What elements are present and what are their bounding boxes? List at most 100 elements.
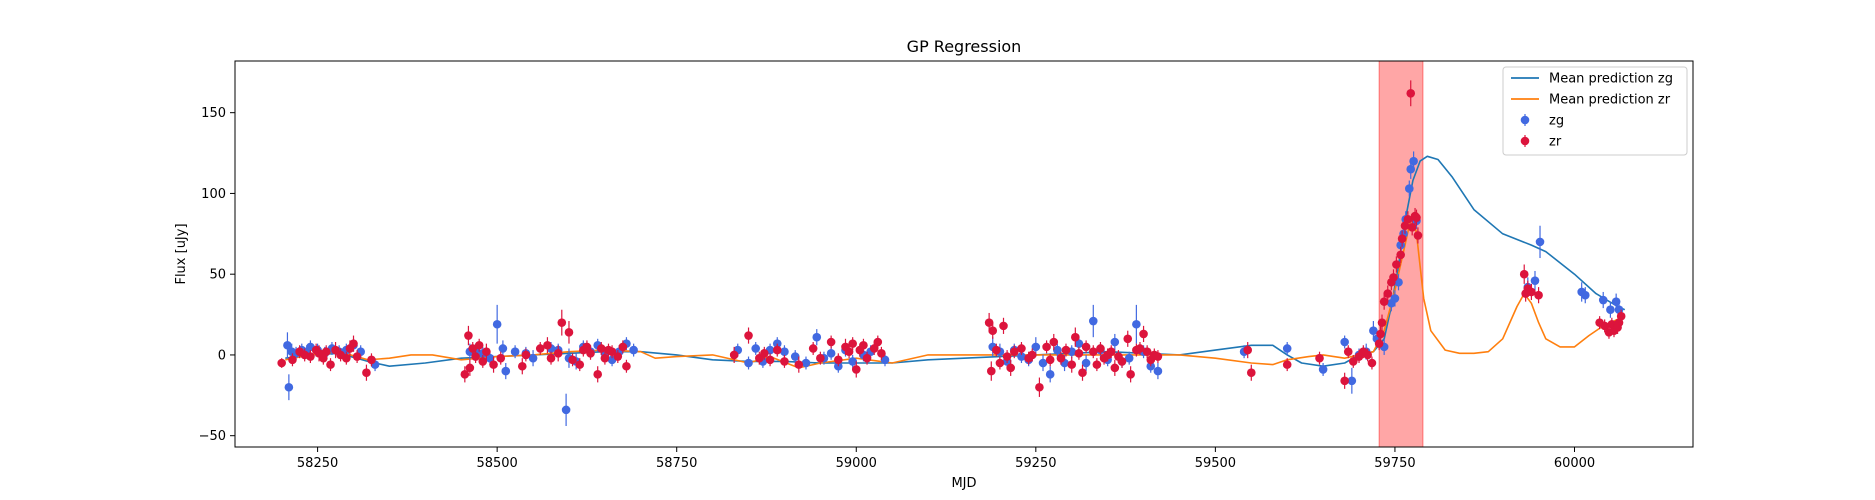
legend-label: zg <box>1549 114 1564 129</box>
data-point-zr <box>816 353 825 363</box>
data-point-zr <box>478 357 488 366</box>
data-point-zr <box>1363 350 1372 360</box>
data-point-zr <box>471 352 480 361</box>
data-point-zr <box>482 347 491 357</box>
data-point-zr <box>349 339 358 348</box>
data-point-zr <box>1096 344 1105 353</box>
data-point-zr <box>465 363 475 373</box>
data-point-zr <box>988 326 998 336</box>
data-point-zg <box>485 353 495 363</box>
data-point-zr <box>1527 287 1536 297</box>
data-point-zg <box>510 347 520 357</box>
x-tick-label: 59500 <box>1195 456 1236 471</box>
data-point-zr <box>1056 353 1066 363</box>
data-point-zg <box>744 358 753 368</box>
data-point-zr <box>1397 234 1407 243</box>
data-point-zr <box>1412 213 1421 222</box>
data-point-zr <box>1002 352 1012 361</box>
data-point-zr <box>1006 363 1015 373</box>
data-point-zg <box>1347 376 1357 386</box>
data-point-zg <box>1053 345 1062 355</box>
data-point-zr <box>1374 339 1384 348</box>
data-point-zr <box>1413 231 1423 240</box>
data-point-zg <box>812 332 822 342</box>
data-point-zg <box>1074 339 1084 348</box>
data-point-zr <box>1383 289 1393 298</box>
data-point-zr <box>862 353 872 363</box>
data-point-zr <box>1017 344 1026 353</box>
data-point-zr <box>859 340 868 350</box>
data-point-zr <box>575 360 585 369</box>
data-point-zg <box>780 347 789 357</box>
data-point-zr <box>593 370 603 379</box>
data-point-zg <box>801 358 811 368</box>
data-point-zg <box>790 352 800 361</box>
data-point-zg <box>528 353 538 363</box>
data-point-zg <box>1535 237 1545 247</box>
data-point-zr <box>277 358 286 368</box>
x-tick-label: 59000 <box>836 456 877 471</box>
data-point-zr <box>1343 347 1353 357</box>
plot-inner <box>277 61 1626 447</box>
data-point-zr <box>1376 329 1385 339</box>
data-point-zr <box>517 361 527 371</box>
data-point-zr <box>1340 376 1349 386</box>
data-point-zg <box>1081 358 1091 368</box>
data-point-zr <box>1117 357 1127 366</box>
data-point-zr <box>582 342 592 352</box>
data-point-zr <box>729 350 739 360</box>
x-tick-label: 58750 <box>656 456 697 471</box>
data-point-zr <box>1088 347 1098 357</box>
data-point-zg <box>1396 240 1405 250</box>
data-point-zr <box>1071 332 1080 342</box>
data-point-zr <box>1406 89 1416 98</box>
data-point-zr <box>618 342 628 352</box>
data-point-zr <box>1403 214 1413 224</box>
data-point-zg <box>1611 297 1621 306</box>
data-point-zr <box>326 360 335 369</box>
data-point-zg <box>284 382 294 392</box>
data-point-zr <box>557 318 567 327</box>
data-point-zg <box>501 366 511 376</box>
data-point-zr <box>464 331 473 340</box>
data-point-zr <box>1067 360 1077 369</box>
data-point-zg <box>1340 337 1349 347</box>
data-point-zr <box>613 352 623 361</box>
data-point-zr <box>1110 363 1120 373</box>
data-point-zr <box>1123 334 1133 344</box>
legend-swatch-marker <box>1520 136 1530 146</box>
data-point-zg <box>492 319 502 329</box>
data-point-zr <box>586 349 595 358</box>
data-point-zr <box>1407 223 1417 232</box>
data-point-zr <box>877 349 886 358</box>
data-point-zr <box>869 344 879 353</box>
data-point-zg <box>1580 290 1590 300</box>
data-point-zg <box>1110 337 1120 347</box>
data-point-zr <box>848 339 857 348</box>
data-point-zr <box>1027 350 1037 360</box>
data-point-zr <box>1315 353 1324 363</box>
data-point-zr <box>1078 368 1087 378</box>
data-point-zr <box>600 353 610 363</box>
data-point-zr <box>984 318 994 327</box>
data-point-zr <box>1126 370 1135 379</box>
legend-swatch-marker <box>1520 115 1530 125</box>
data-point-zr <box>367 355 376 365</box>
data-point-zr <box>1135 344 1145 353</box>
data-point-zr <box>342 353 351 363</box>
y-tick-label: 100 <box>201 187 226 202</box>
data-point-zr <box>1389 273 1398 282</box>
data-point-zr <box>765 355 775 365</box>
data-point-zr <box>622 361 631 371</box>
data-point-zr <box>568 355 577 365</box>
y-tick-label: 0 <box>218 348 226 363</box>
data-point-zg <box>1318 365 1328 374</box>
legend-label: Mean prediction zg <box>1549 72 1673 87</box>
data-point-zr <box>1042 342 1051 352</box>
series-zr-points <box>277 80 1626 397</box>
x-axis-label: MJD <box>951 476 976 491</box>
data-point-zr <box>999 321 1008 331</box>
data-point-zg <box>1530 276 1540 285</box>
data-point-zr <box>1092 360 1102 369</box>
